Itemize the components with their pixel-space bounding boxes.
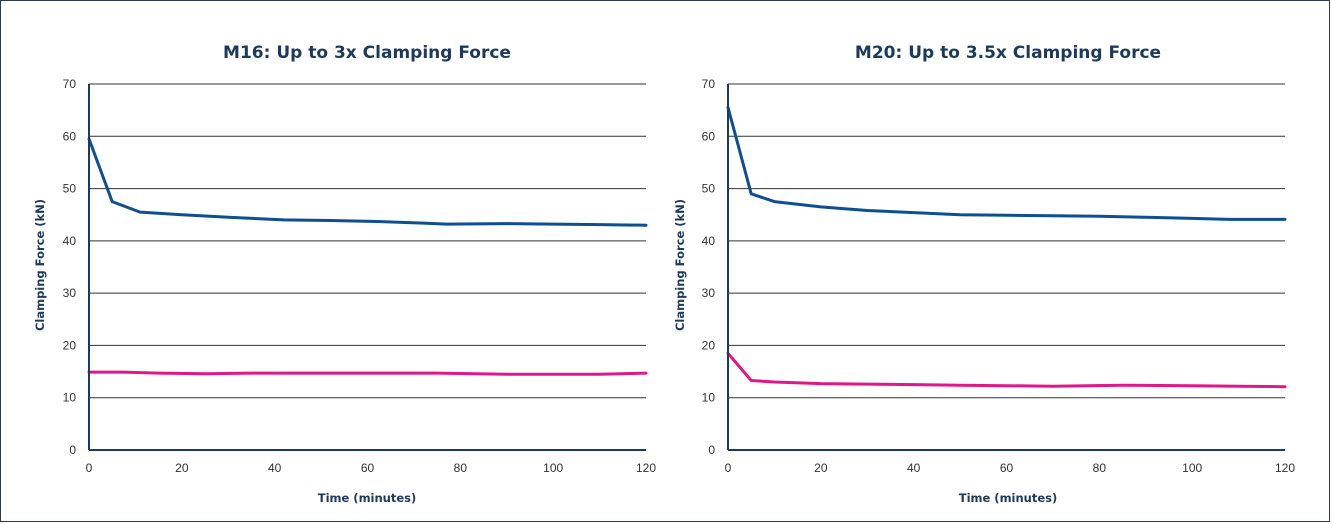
- x-tick-labels: 0 20 40 60 80 100 120: [725, 461, 1296, 475]
- x-tick-label: 120: [636, 461, 656, 475]
- y-tick-label: 50: [63, 182, 77, 196]
- y-axis-label: Clamping Force (kN): [673, 199, 687, 331]
- x-tick-label: 60: [1000, 461, 1014, 475]
- y-tick-labels: 0 10 20 30 40 50 60 70: [63, 77, 77, 457]
- series-lines: [726, 106, 1287, 389]
- y-tick-label: 0: [708, 443, 715, 457]
- x-axis-label: Time (minutes): [318, 491, 417, 505]
- series-line-1: [726, 106, 1287, 221]
- y-tick-label: 60: [702, 129, 716, 143]
- y-tick-label: 70: [63, 77, 77, 91]
- x-tick-label: 120: [1275, 461, 1295, 475]
- grid-lines: [728, 83, 1285, 399]
- series-line-1: [87, 137, 648, 227]
- chart-m16: M16: Up to 3x Clamping Force 0 10 20 30 40 50…: [33, 43, 656, 505]
- y-tick-label: 50: [702, 182, 716, 196]
- x-tick-label: 0: [86, 461, 93, 475]
- x-tick-label: 20: [814, 461, 828, 475]
- x-tick-label: 80: [454, 461, 468, 475]
- x-tick-label: 60: [361, 461, 375, 475]
- y-tick-label: 70: [702, 77, 716, 91]
- chart-m20: M20: Up to 3.5x Clamping Force 0 10 20 30 40…: [673, 43, 1295, 505]
- x-tick-label: 40: [907, 461, 921, 475]
- y-axis-label: Clamping Force (kN): [33, 199, 47, 331]
- series-line-2: [87, 370, 648, 376]
- grid-lines: [89, 83, 646, 399]
- x-tick-label: 100: [1182, 461, 1202, 475]
- x-tick-label: 40: [268, 461, 282, 475]
- series-lines: [87, 137, 648, 376]
- y-tick-label: 30: [702, 286, 716, 300]
- x-tick-labels: 0 20 40 60 80 100 120: [86, 461, 657, 475]
- y-tick-label: 20: [63, 338, 77, 352]
- x-tick-label: 20: [175, 461, 189, 475]
- y-tick-label: 30: [63, 286, 77, 300]
- x-tick-label: 0: [725, 461, 732, 475]
- y-tick-label: 10: [702, 391, 716, 405]
- y-tick-label: 20: [702, 338, 716, 352]
- y-tick-label: 10: [63, 391, 77, 405]
- y-tick-labels: 0 10 20 30 40 50 60 70: [702, 77, 716, 457]
- x-tick-label: 80: [1093, 461, 1107, 475]
- series-line-2: [726, 351, 1287, 389]
- x-tick-label: 100: [543, 461, 563, 475]
- chart-title: M16: Up to 3x Clamping Force: [223, 43, 511, 63]
- chart-title: M20: Up to 3.5x Clamping Force: [855, 43, 1161, 63]
- x-axis-label: Time (minutes): [959, 491, 1058, 505]
- y-tick-label: 40: [702, 234, 716, 248]
- y-tick-label: 60: [63, 129, 77, 143]
- y-tick-label: 0: [69, 443, 76, 457]
- y-tick-label: 40: [63, 234, 77, 248]
